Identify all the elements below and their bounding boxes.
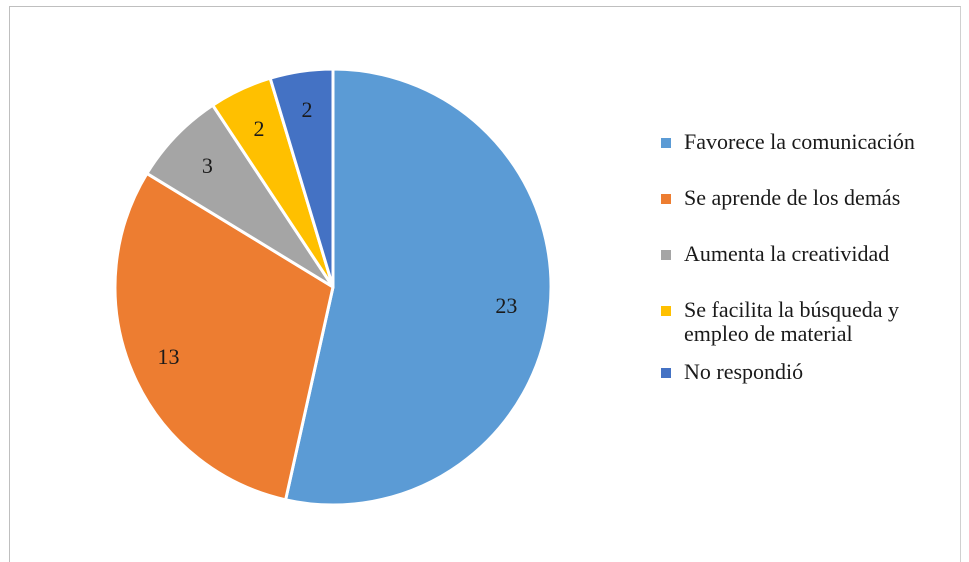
data-label: 3: [202, 153, 213, 178]
data-label: 2: [254, 116, 265, 141]
legend-swatch: [661, 250, 671, 260]
data-label: 2: [302, 97, 313, 122]
legend-swatch: [661, 194, 671, 204]
legend-swatch: [661, 306, 671, 316]
data-label: 13: [158, 344, 180, 369]
legend-label: Favorece la comunicación: [684, 129, 915, 154]
legend-item-favorece: Favorece la comunicación: [661, 130, 961, 154]
legend-item-aprende: Se aprende de los demás: [661, 186, 961, 210]
legend-item-creatividad: Aumenta la creatividad: [661, 242, 961, 266]
legend-swatch: [661, 368, 671, 378]
legend-swatch: [661, 138, 671, 148]
legend-label: Aumenta la creatividad: [684, 241, 890, 266]
legend-item-no-respondio: No respondió: [661, 360, 961, 384]
legend-item-busqueda: Se facilita la búsqueda y empleo de mate…: [661, 298, 961, 346]
pie-slices: [113, 67, 553, 507]
legend-label-line-1: Se facilita la búsqueda y: [684, 297, 900, 322]
slice-no-respondio: [268, 67, 335, 289]
slice-favorece: [284, 67, 553, 507]
legend: Favorece la comunicación Se aprende de l…: [661, 130, 961, 416]
data-label: 23: [495, 293, 517, 318]
legend-label: No respondió: [684, 359, 804, 384]
legend-label-line-2: empleo de material: [684, 321, 853, 346]
pie-data-labels: 23 13 3 2 2: [158, 97, 518, 369]
legend-label: Se aprende de los demás: [684, 185, 901, 210]
